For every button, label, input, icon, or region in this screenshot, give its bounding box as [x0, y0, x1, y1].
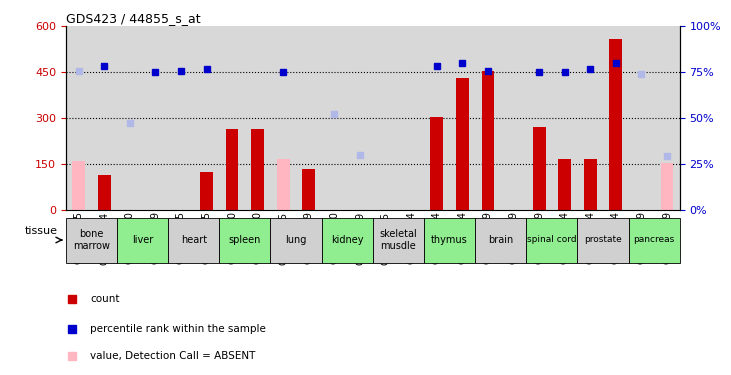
Bar [322, 217, 373, 262]
Text: liver: liver [132, 235, 154, 245]
Bar [424, 217, 475, 262]
Bar [558, 159, 571, 210]
Bar [219, 217, 270, 262]
Bar [654, 26, 680, 210]
Bar [533, 128, 545, 210]
Bar [66, 217, 117, 262]
Bar [117, 26, 143, 210]
Bar [629, 217, 680, 262]
Bar [501, 26, 526, 210]
Bar [72, 161, 85, 210]
Bar [117, 217, 168, 262]
Bar [431, 117, 443, 210]
Text: value, Detection Call = ABSENT: value, Detection Call = ABSENT [91, 351, 256, 361]
Bar [270, 26, 296, 210]
Text: heart: heart [181, 235, 207, 245]
Text: tissue: tissue [25, 226, 58, 236]
Text: count: count [91, 294, 120, 304]
Bar [629, 26, 654, 210]
Bar [456, 78, 469, 210]
Bar [661, 162, 673, 210]
Text: percentile rank within the sample: percentile rank within the sample [91, 324, 266, 334]
Bar [526, 217, 577, 262]
Text: kidney: kidney [331, 235, 363, 245]
Bar [168, 26, 194, 210]
Text: prostate: prostate [584, 236, 622, 244]
Text: bone
marrow: bone marrow [73, 229, 110, 251]
Text: skeletal
musdle: skeletal musdle [379, 229, 417, 251]
Bar [424, 26, 450, 210]
Bar [277, 159, 289, 210]
Bar [303, 169, 315, 210]
Bar [577, 26, 603, 210]
Bar [296, 26, 322, 210]
Text: spinal cord: spinal cord [527, 236, 577, 244]
Bar [584, 159, 596, 210]
Bar [219, 26, 245, 210]
Bar [475, 26, 501, 210]
Text: spleen: spleen [229, 235, 261, 245]
Bar [526, 26, 552, 210]
Bar [475, 217, 526, 262]
Bar [373, 26, 398, 210]
Text: lung: lung [285, 235, 307, 245]
Bar [226, 129, 238, 210]
Text: pancreas: pancreas [634, 236, 675, 244]
Bar [552, 26, 577, 210]
Bar [610, 39, 622, 210]
Bar [450, 26, 475, 210]
Text: thymus: thymus [431, 235, 468, 245]
Bar [373, 217, 424, 262]
Bar [91, 26, 117, 210]
Text: GDS423 / 44855_s_at: GDS423 / 44855_s_at [66, 12, 200, 25]
Bar [251, 129, 264, 210]
Bar [168, 217, 219, 262]
Bar [245, 26, 270, 210]
Bar [66, 26, 91, 210]
Bar [98, 175, 110, 210]
Bar [194, 26, 219, 210]
Bar [347, 26, 373, 210]
Bar [603, 26, 629, 210]
Bar [398, 26, 424, 210]
Bar [270, 217, 322, 262]
Bar [482, 70, 494, 210]
Bar [143, 26, 168, 210]
Bar [322, 26, 347, 210]
Bar [577, 217, 629, 262]
Bar [200, 172, 213, 210]
Text: brain: brain [488, 235, 513, 245]
